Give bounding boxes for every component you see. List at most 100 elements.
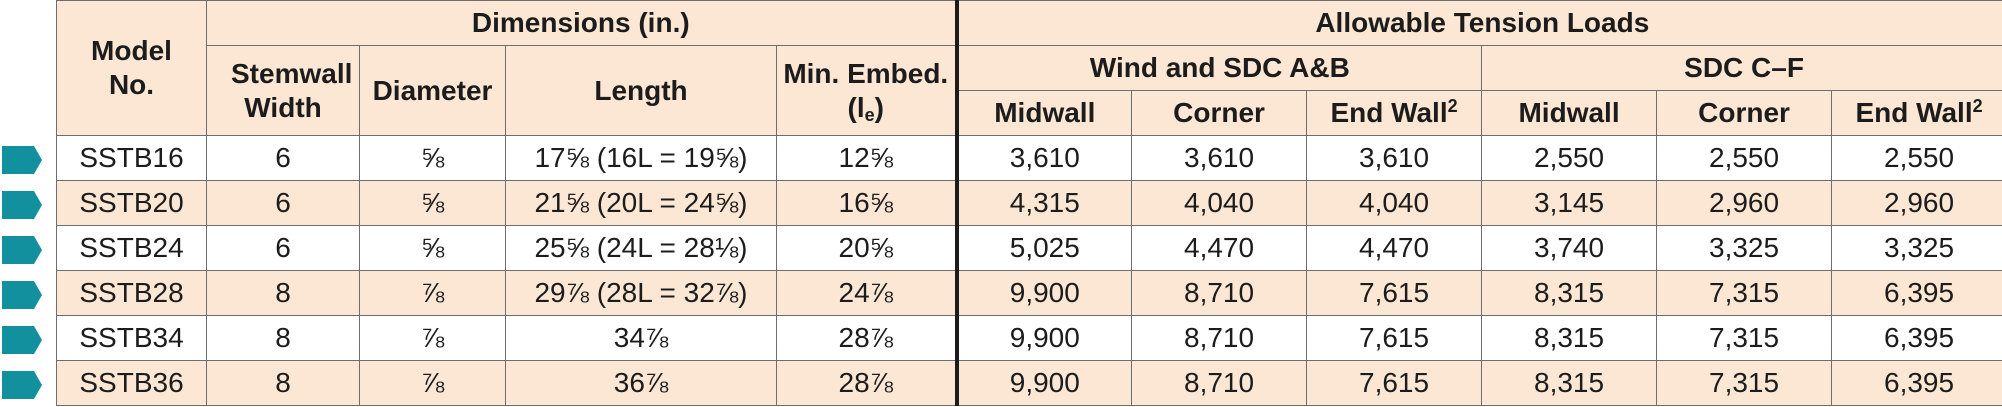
table-row: SSTB34 8 ⅞ 34⅞ 28⅞ 9,900 8,710 7,615 8,3… bbox=[56, 315, 2002, 361]
wind-corner-header: Corner bbox=[1131, 90, 1308, 136]
wind-endwall-cell: 4,040 bbox=[1306, 180, 1483, 226]
sdc-midwall-cell: 3,740 bbox=[1481, 225, 1658, 271]
embed-cell: 20⅝ bbox=[775, 225, 958, 271]
diameter-cell: ⅞ bbox=[359, 270, 506, 316]
stemwall-cell: 8 bbox=[206, 270, 360, 316]
sdc-endwall-cell: 2,550 bbox=[1831, 135, 2002, 181]
sdc-midwall-cell: 8,315 bbox=[1481, 270, 1658, 316]
model-cell: SSTB20 bbox=[56, 180, 207, 226]
embed-cell: 12⅝ bbox=[775, 135, 958, 181]
wind-endwall-cell: 7,615 bbox=[1306, 270, 1483, 316]
sstb-spec-table: Model No. Dimensions (in.) Allowable Ten… bbox=[56, 0, 2002, 406]
wind-midwall-cell: 9,900 bbox=[954, 270, 1133, 316]
min-embed-label: Min. Embed. bbox=[783, 57, 949, 89]
length-header: Length bbox=[505, 45, 777, 136]
wind-corner-cell: 4,040 bbox=[1131, 180, 1308, 226]
table-row: SSTB20 6 ⅝ 21⅝ (20L = 24⅝) 16⅝ 4,315 4,0… bbox=[56, 180, 2002, 226]
stemwall-cell: 6 bbox=[206, 225, 360, 271]
sdc-corner-cell: 7,315 bbox=[1656, 360, 1833, 406]
row-marker-1-icon bbox=[2, 146, 42, 174]
sdc-endwall-cell: 6,395 bbox=[1831, 270, 2002, 316]
endwall-footnote-marker: 2 bbox=[1972, 96, 1983, 116]
row-marker-6-icon bbox=[2, 371, 42, 399]
sdc-midwall-cell: 8,315 bbox=[1481, 360, 1658, 406]
model-cell: SSTB28 bbox=[56, 270, 207, 316]
min-embed-symbol: (le) bbox=[847, 91, 884, 125]
length-cell: 36⅞ bbox=[505, 360, 777, 406]
sdc-endwall-cell: 2,960 bbox=[1831, 180, 2002, 226]
length-cell: 21⅝ (20L = 24⅝) bbox=[505, 180, 777, 226]
wind-midwall-cell: 9,900 bbox=[954, 360, 1133, 406]
embed-cell: 24⅞ bbox=[775, 270, 958, 316]
stemwall-cell: 6 bbox=[206, 180, 360, 226]
sdc-endwall-cell: 6,395 bbox=[1831, 315, 2002, 361]
diameter-cell: ⅝ bbox=[359, 135, 506, 181]
sdc-endwall-cell: 6,395 bbox=[1831, 360, 2002, 406]
embed-cell: 16⅝ bbox=[775, 180, 958, 226]
wind-corner-cell: 4,470 bbox=[1131, 225, 1308, 271]
sdc-midwall-cell: 2,550 bbox=[1481, 135, 1658, 181]
wind-corner-cell: 8,710 bbox=[1131, 315, 1308, 361]
length-cell: 17⅝ (16L = 19⅝) bbox=[505, 135, 777, 181]
sdc-midwall-cell: 3,145 bbox=[1481, 180, 1658, 226]
row-marker-3-icon bbox=[2, 236, 42, 264]
row-marker-5-icon bbox=[2, 326, 42, 354]
sdc-midwall-header: Midwall bbox=[1481, 90, 1658, 136]
wind-midwall-cell: 4,315 bbox=[954, 180, 1133, 226]
table-row: SSTB36 8 ⅞ 36⅞ 28⅞ 9,900 8,710 7,615 8,3… bbox=[56, 360, 2002, 406]
model-cell: SSTB24 bbox=[56, 225, 207, 271]
sdc-corner-cell: 2,550 bbox=[1656, 135, 1833, 181]
sdc-midwall-cell: 8,315 bbox=[1481, 315, 1658, 361]
stemwall-width-header: Stemwall Width bbox=[206, 45, 360, 136]
sdc-corner-cell: 3,325 bbox=[1656, 225, 1833, 271]
sdc-corner-cell: 2,960 bbox=[1656, 180, 1833, 226]
wind-midwall-cell: 9,900 bbox=[954, 315, 1133, 361]
wind-endwall-cell: 4,470 bbox=[1306, 225, 1483, 271]
model-cell: SSTB34 bbox=[56, 315, 207, 361]
length-cell: 25⅝ (24L = 28⅛) bbox=[505, 225, 777, 271]
wind-sdc-ab-header: Wind and SDC A&B bbox=[954, 45, 1483, 91]
allowable-tension-header: Allowable Tension Loads bbox=[954, 0, 2002, 46]
endwall-footnote-marker: 2 bbox=[1447, 96, 1458, 116]
sdc-corner-header: Corner bbox=[1656, 90, 1833, 136]
stemwall-cell: 8 bbox=[206, 360, 360, 406]
wind-endwall-cell: 7,615 bbox=[1306, 315, 1483, 361]
length-cell: 34⅞ bbox=[505, 315, 777, 361]
diameter-cell: ⅞ bbox=[359, 360, 506, 406]
embed-cell: 28⅞ bbox=[775, 315, 958, 361]
wind-midwall-header: Midwall bbox=[954, 90, 1133, 136]
table-row: SSTB24 6 ⅝ 25⅝ (24L = 28⅛) 20⅝ 5,025 4,4… bbox=[56, 225, 2002, 271]
stemwall-cell: 6 bbox=[206, 135, 360, 181]
diameter-header: Diameter bbox=[359, 45, 506, 136]
diameter-cell: ⅝ bbox=[359, 180, 506, 226]
length-cell: 29⅞ (28L = 32⅞) bbox=[505, 270, 777, 316]
table-row: SSTB16 6 ⅝ 17⅝ (16L = 19⅝) 12⅝ 3,610 3,6… bbox=[56, 135, 2002, 181]
model-cell: SSTB36 bbox=[56, 360, 207, 406]
wind-corner-cell: 8,710 bbox=[1131, 360, 1308, 406]
sdc-endwall-header: End Wall2 bbox=[1831, 90, 2002, 136]
sdc-endwall-cell: 3,325 bbox=[1831, 225, 2002, 271]
wind-midwall-cell: 3,610 bbox=[954, 135, 1133, 181]
wind-endwall-cell: 7,615 bbox=[1306, 360, 1483, 406]
row-marker-4-icon bbox=[2, 281, 42, 309]
model-cell: SSTB16 bbox=[56, 135, 207, 181]
diameter-cell: ⅝ bbox=[359, 225, 506, 271]
embed-cell: 28⅞ bbox=[775, 360, 958, 406]
diameter-cell: ⅞ bbox=[359, 315, 506, 361]
wind-midwall-cell: 5,025 bbox=[954, 225, 1133, 271]
wind-corner-cell: 8,710 bbox=[1131, 270, 1308, 316]
model-no-header: Model No. bbox=[56, 0, 207, 136]
dimensions-header: Dimensions (in.) bbox=[205, 0, 958, 46]
sdc-corner-cell: 7,315 bbox=[1656, 270, 1833, 316]
stemwall-cell: 8 bbox=[206, 315, 360, 361]
table-header: Model No. Dimensions (in.) Allowable Ten… bbox=[56, 0, 2002, 136]
row-marker-column bbox=[0, 0, 56, 407]
table-row: SSTB28 8 ⅞ 29⅞ (28L = 32⅞) 24⅞ 9,900 8,7… bbox=[56, 270, 2002, 316]
row-marker-2-icon bbox=[2, 191, 42, 219]
sdc-corner-cell: 7,315 bbox=[1656, 315, 1833, 361]
wind-corner-cell: 3,610 bbox=[1131, 135, 1308, 181]
table-body: SSTB16 6 ⅝ 17⅝ (16L = 19⅝) 12⅝ 3,610 3,6… bbox=[56, 135, 2002, 406]
wind-endwall-header: End Wall2 bbox=[1306, 90, 1483, 136]
min-embed-header: Min. Embed. (le) bbox=[775, 45, 958, 136]
sdc-cf-header: SDC C–F bbox=[1481, 45, 2002, 91]
